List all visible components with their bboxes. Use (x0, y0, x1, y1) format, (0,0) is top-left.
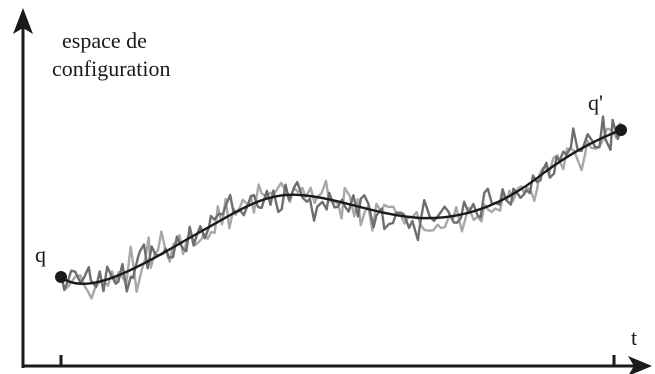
noisy-path-dark (59, 115, 622, 293)
end-point-label: q' (588, 90, 603, 115)
x-axis-arrowhead-icon (628, 356, 652, 374)
smooth-path (60, 128, 622, 285)
start-point (55, 271, 67, 283)
y-axis-label-line-1: espace de (62, 28, 147, 53)
x-axis (22, 355, 652, 374)
y-axis-arrowhead-icon (13, 8, 33, 34)
y-axis-label-line-2: configuration (52, 56, 171, 81)
start-point-label: q (35, 242, 46, 267)
end-point (615, 124, 627, 136)
y-axis (13, 8, 33, 368)
x-axis-label: t (631, 325, 637, 350)
noisy-path-light (59, 122, 622, 300)
